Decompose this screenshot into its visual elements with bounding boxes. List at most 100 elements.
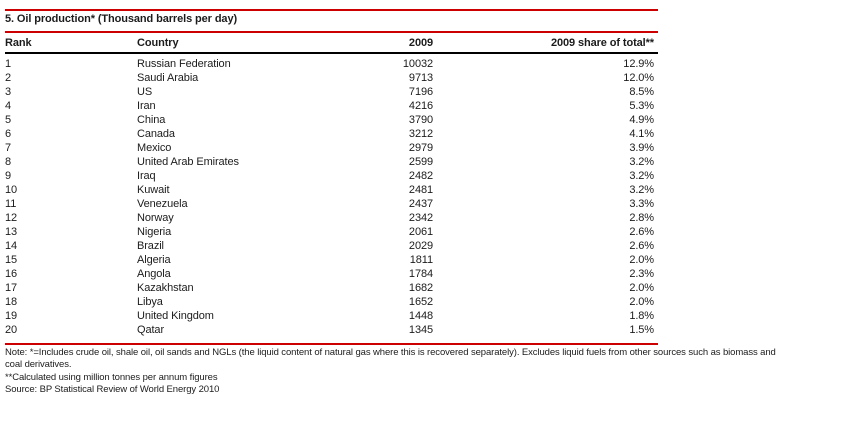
table-row: 10 Kuwait 2481 3.2% [5,183,658,197]
country-cell: Iran [137,100,156,112]
country-cell: Mexico [137,142,172,154]
value-2009-cell: 3212 [408,128,433,140]
value-2009-cell: 1448 [408,310,433,322]
value-2009-cell: 4216 [408,100,433,112]
source-note: Source: BP Statistical Review of World E… [5,384,220,396]
share-cell: 2.8% [629,212,654,224]
rank-cell: 19 [5,310,18,322]
footnote-definition: Note: *=Includes crude oil, shale oil, o… [5,347,776,371]
rank-cell: 17 [5,282,18,294]
value-2009-cell: 2061 [408,226,433,238]
value-2009-cell: 9713 [408,72,433,84]
top-red-rule [5,9,658,11]
table-row: 7 Mexico 2979 3.9% [5,141,658,155]
table-body: 1 Russian Federation 10032 12.9% 2 Saudi… [5,57,658,337]
table-row: 12 Norway 2342 2.8% [5,211,658,225]
table-row: 3 US 7196 8.5% [5,85,658,99]
rank-cell: 15 [5,254,18,266]
value-2009-cell: 1784 [408,268,433,280]
table-row: 18 Libya 1652 2.0% [5,295,658,309]
rank-cell: 12 [5,212,18,224]
country-cell: China [137,114,166,126]
value-2009-cell: 7196 [408,86,433,98]
share-cell: 3.2% [629,170,654,182]
share-cell: 1.5% [629,324,654,336]
share-cell: 3.3% [629,198,654,210]
table-row: 2 Saudi Arabia 9713 12.0% [5,71,658,85]
country-cell: Iraq [137,170,156,182]
value-2009-cell: 3790 [408,114,433,126]
rank-cell: 13 [5,226,18,238]
value-2009-cell: 2029 [408,240,433,252]
footnote-calculation: **Calculated using million tonnes per an… [5,371,218,383]
value-2009-cell: 2482 [408,170,433,182]
country-cell: Angola [137,268,171,280]
country-cell: United Kingdom [137,310,214,322]
column-header-2009: 2009 [408,37,433,49]
table-row: 11 Venezuela 2437 3.3% [5,197,658,211]
rank-cell: 2 [5,72,12,84]
table-header-row: Rank Country 2009 2009 share of total** [5,36,658,50]
column-header-rank: Rank [5,37,32,49]
value-2009-cell: 2481 [408,184,433,196]
value-2009-cell: 2342 [408,212,433,224]
column-header-country: Country [137,37,179,49]
table-row: 20 Qatar 1345 1.5% [5,323,658,337]
share-cell: 2.3% [629,268,654,280]
country-cell: Algeria [137,254,171,266]
country-cell: Norway [137,212,174,224]
share-cell: 2.6% [629,240,654,252]
table-row: 13 Nigeria 2061 2.6% [5,225,658,239]
country-cell: Russian Federation [137,58,231,70]
rank-cell: 10 [5,184,18,196]
share-cell: 2.0% [629,296,654,308]
share-cell: 4.9% [629,114,654,126]
rank-cell: 4 [5,100,12,112]
rank-cell: 7 [5,142,12,154]
country-cell: US [137,86,153,98]
share-cell: 5.3% [629,100,654,112]
value-2009-cell: 1811 [409,254,433,266]
table-row: 16 Angola 1784 2.3% [5,267,658,281]
table-row: 1 Russian Federation 10032 12.9% [5,57,658,71]
country-cell: Libya [137,296,163,308]
rank-cell: 3 [5,86,12,98]
share-cell: 4.1% [629,128,654,140]
rank-cell: 1 [5,58,12,70]
rank-cell: 20 [5,324,18,336]
share-cell: 2.0% [629,282,654,294]
share-cell: 12.0% [623,72,654,84]
rank-cell: 6 [5,128,12,140]
table-row: 8 United Arab Emirates 2599 3.2% [5,155,658,169]
value-2009-cell: 2979 [408,142,433,154]
rank-cell: 9 [5,170,12,182]
value-2009-cell: 1345 [408,324,433,336]
country-cell: Kuwait [137,184,170,196]
country-cell: Canada [137,128,175,140]
share-cell: 3.2% [629,156,654,168]
rank-cell: 5 [5,114,12,126]
table-row: 6 Canada 3212 4.1% [5,127,658,141]
header-black-rule [5,52,658,54]
rank-cell: 18 [5,296,18,308]
footnotes: Note: *=Includes crude oil, shale oil, o… [5,347,777,397]
share-cell: 3.2% [629,184,654,196]
rank-cell: 16 [5,268,18,280]
country-cell: Nigeria [137,226,172,238]
bottom-red-rule [5,343,658,345]
rank-cell: 11 [5,198,17,210]
value-2009-cell: 2599 [408,156,433,168]
table-row: 19 United Kingdom 1448 1.8% [5,309,658,323]
country-cell: United Arab Emirates [137,156,239,168]
title-red-rule [5,31,658,33]
share-cell: 2.6% [629,226,654,238]
value-2009-cell: 1652 [408,296,433,308]
share-cell: 12.9% [623,58,654,70]
share-cell: 3.9% [629,142,654,154]
share-cell: 8.5% [629,86,654,98]
value-2009-cell: 1682 [408,282,433,294]
column-header-share: 2009 share of total** [550,37,654,49]
country-cell: Saudi Arabia [137,72,199,84]
share-cell: 2.0% [629,254,654,266]
